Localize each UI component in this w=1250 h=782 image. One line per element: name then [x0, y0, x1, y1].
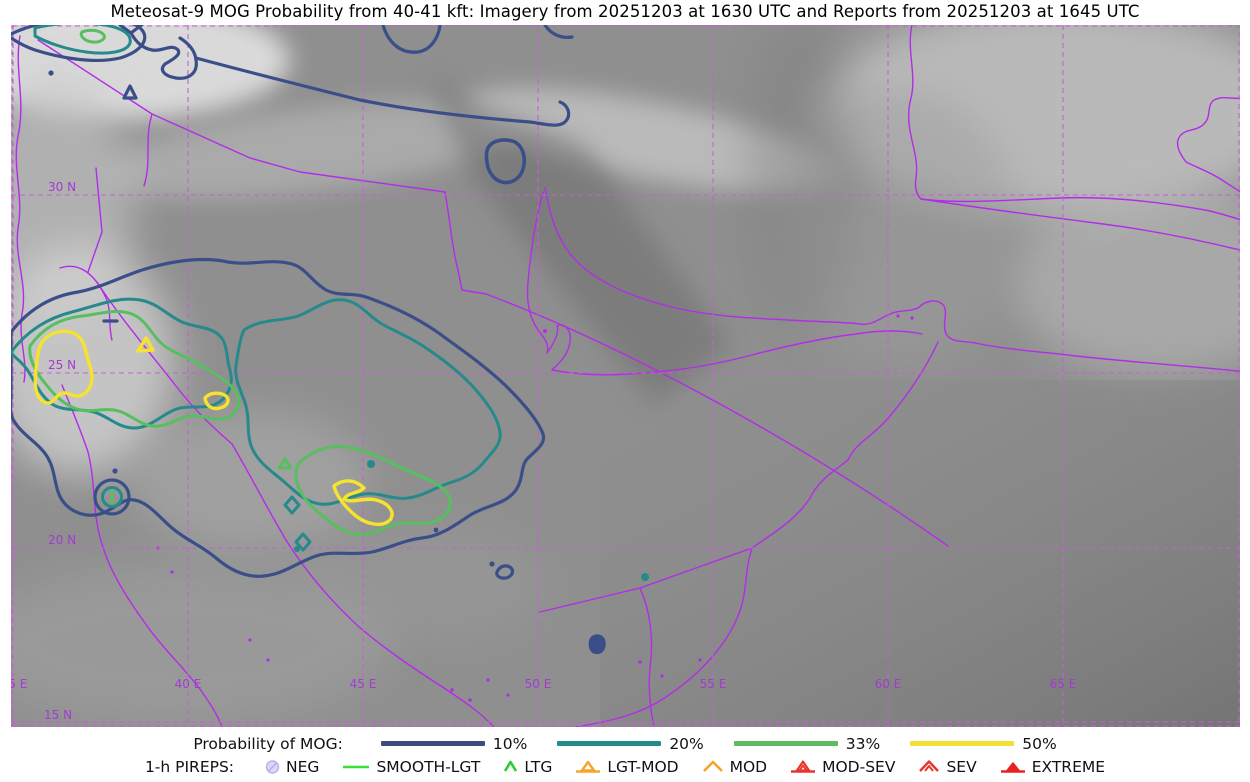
pirep-item-mod: MOD [701, 757, 768, 776]
pirep-item-lgt-mod: LGT-MOD [574, 757, 679, 776]
contour-swatch-10pct [380, 741, 485, 746]
pirep-item-label: MOD [729, 757, 768, 776]
no-symbol-icon [265, 760, 280, 774]
mog-legend-item-50: 50% [910, 734, 1057, 753]
lat-label-30n: 30 N [48, 180, 76, 194]
mog-legend-item-10: 10% [380, 734, 528, 753]
lat-label-25n: 25 N [48, 358, 76, 372]
contour-33pct-layer [28, 28, 452, 536]
mog-legend-label: Probability of MOG: [193, 734, 343, 753]
grid-labels: 30 N 25 N 20 N 15 N 35 E 40 E 45 E 50 E … [11, 180, 1076, 722]
contour-50pct-layer [33, 329, 394, 527]
satellite-map-canvas: 30 N 25 N 20 N 15 N 35 E 40 E 45 E 50 E … [11, 25, 1240, 727]
mog-legend-item-label: 33% [845, 734, 881, 753]
pirep-item-mod-sev: MOD-SEV [789, 758, 895, 776]
pireps-legend: 1-h PIREPS: NEG SMOOTH-LGT LTG [0, 756, 1250, 777]
mog-legend-item-label: 10% [492, 734, 528, 753]
island-dots [156, 314, 914, 702]
lon-label-60e: 60 E [875, 677, 902, 691]
filled-triangle-on-base-icon [1000, 762, 1025, 773]
contour-20pct-layer [11, 25, 649, 581]
pirep-item-neg: NEG [264, 758, 319, 776]
mog-legend-item-33: 33% [733, 734, 881, 753]
pirep-item-label: MOD-SEV [822, 757, 896, 776]
open-triangle-caret-on-base-icon [791, 760, 816, 773]
lat-label-20n: 20 N [48, 533, 76, 547]
contour-swatch-20pct [557, 741, 662, 746]
open-triangle-on-base-icon [576, 760, 601, 773]
pirep-item-smooth-lgt: SMOOTH-LGT [341, 758, 480, 776]
satellite-imagery-layer [11, 25, 1240, 727]
pireps-legend-label: 1-h PIREPS: [144, 757, 235, 776]
pirep-item-sev: SEV [917, 757, 977, 776]
lon-label-35e: 35 E [11, 677, 27, 691]
page-title: Meteosat-9 MOG Probability from 40-41 kf… [110, 2, 1140, 21]
pirep-item-label: SEV [946, 757, 977, 776]
pirep-item-label: SMOOTH-LGT [376, 757, 481, 776]
lon-label-40e: 40 E [175, 677, 202, 691]
mog-legend-item-label: 20% [669, 734, 704, 753]
satellite-map: 30 N 25 N 20 N 15 N 35 E 40 E 45 E 50 E … [11, 25, 1240, 727]
double-caret-icon [919, 760, 940, 772]
pirep-item-label: NEG [286, 757, 320, 776]
mog-probability-legend: Probability of MOG: 10% 20% 33% 50% [0, 733, 1250, 754]
horizontal-line-icon [343, 765, 370, 769]
contour-swatch-33pct [733, 741, 838, 746]
caret-icon [702, 760, 723, 772]
pirep-item-label: LGT-MOD [607, 757, 679, 776]
mog-legend-item-20: 20% [557, 734, 704, 753]
caret-icon [504, 760, 518, 772]
lon-label-50e: 50 E [525, 677, 552, 691]
lon-label-55e: 55 E [700, 677, 727, 691]
pirep-item-label: LTG [524, 757, 553, 776]
pirep-item-extreme: EXTREME [999, 758, 1105, 776]
pirep-item-label: EXTREME [1031, 757, 1106, 776]
lon-label-65e: 65 E [1050, 677, 1077, 691]
lat-label-15n: 15 N [44, 708, 72, 722]
mog-legend-item-label: 50% [1022, 734, 1057, 753]
contour-10pct-layer [11, 25, 606, 655]
contour-swatch-50pct [910, 741, 1015, 746]
pirep-item-ltg: LTG [502, 758, 552, 776]
lon-label-45e: 45 E [350, 677, 377, 691]
